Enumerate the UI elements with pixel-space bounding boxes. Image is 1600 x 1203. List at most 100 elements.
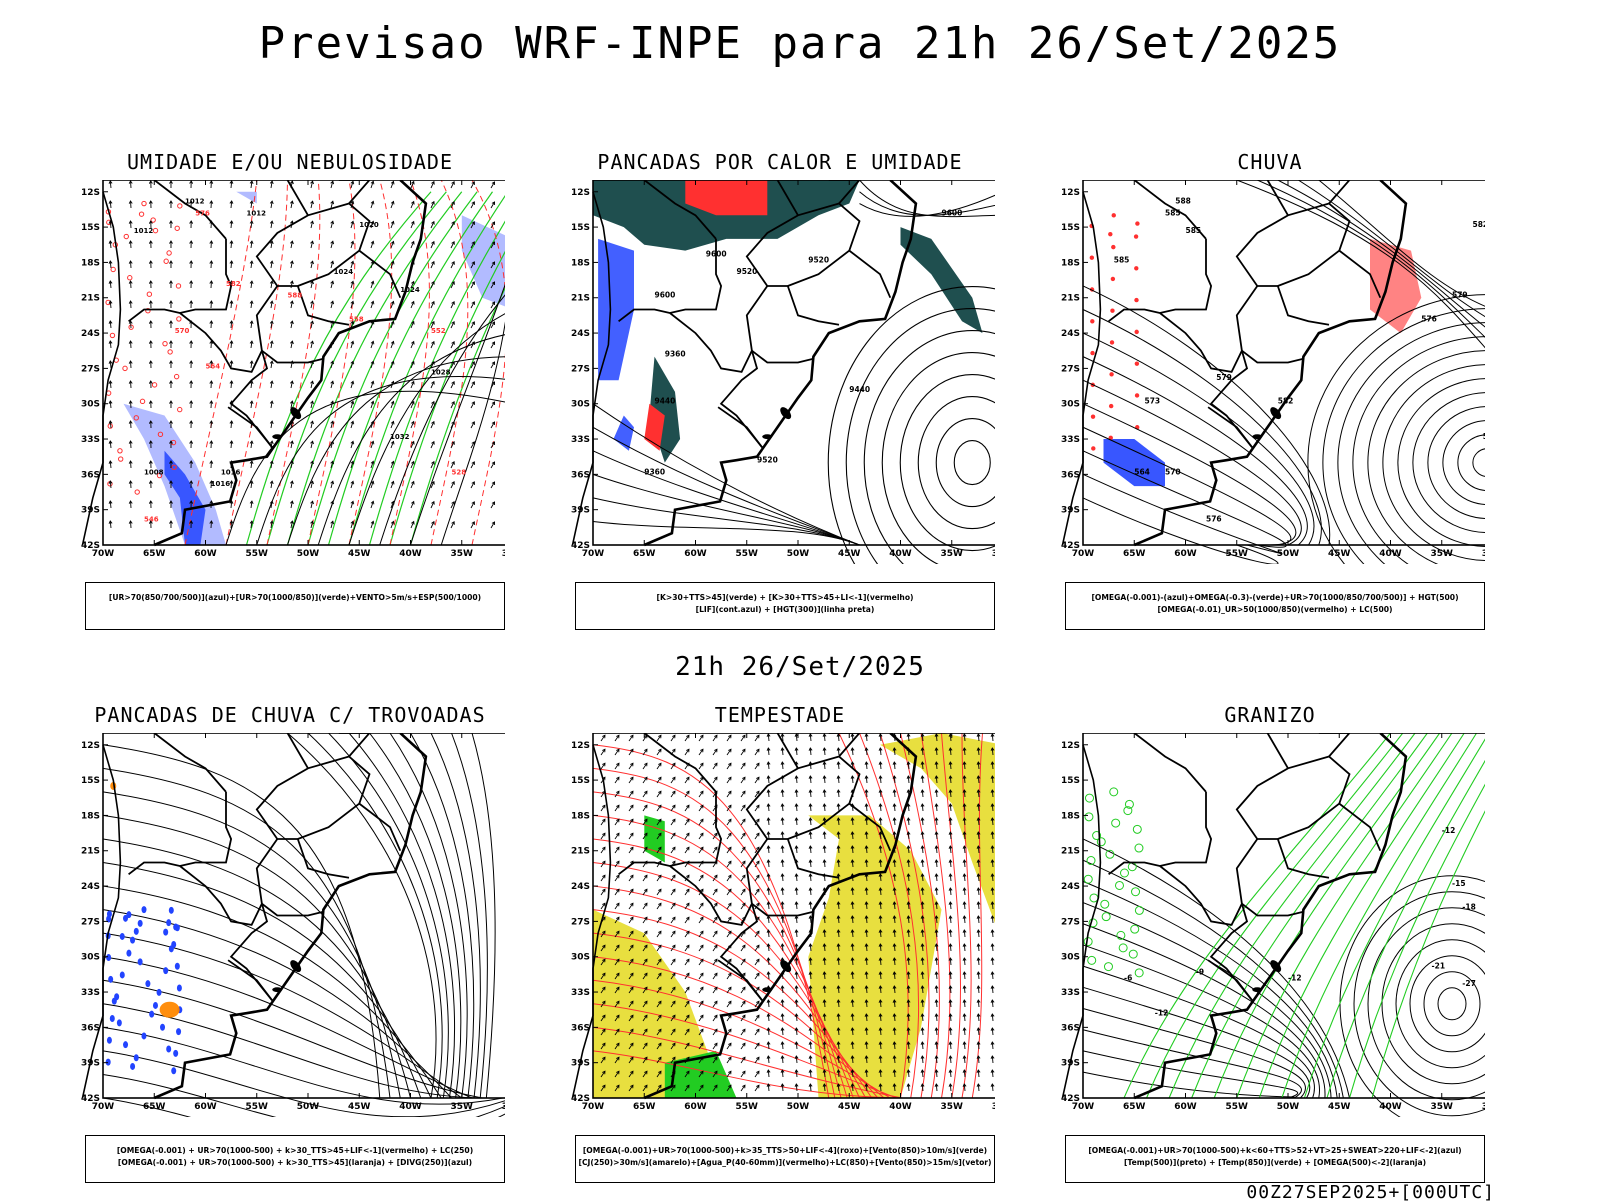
thunderstorm-area-orange	[160, 1002, 180, 1018]
contour-label: 1020	[359, 221, 379, 229]
contour-label: 1012	[185, 198, 205, 206]
rain-dot	[1109, 404, 1113, 408]
contour-label: 1032	[390, 433, 410, 441]
map-canvas: 9600960095209520960094409520936094409360…	[565, 180, 995, 564]
lat-tick-label: 27S	[81, 364, 100, 374]
lat-tick-label: 21S	[81, 294, 100, 304]
rain-dot	[1110, 308, 1114, 312]
legend-box: [UR>70(850/700/500)](azul)+[UR>70(1000/8…	[85, 582, 505, 630]
lon-tick-label: 35W	[1431, 1102, 1454, 1112]
contour-label: -12	[1442, 826, 1456, 835]
contour-label: 1008	[144, 468, 164, 476]
contour-label: 576	[1421, 314, 1437, 323]
divergence-dot	[134, 928, 139, 935]
legend-box: [OMEGA(-0.001) + UR>70(1000-500) + k>30_…	[85, 1135, 505, 1183]
lat-tick-label: 18S	[81, 258, 100, 268]
contour-label: 9440	[849, 385, 870, 394]
lon-tick-label: 40W	[1379, 1102, 1402, 1112]
lon-tick-label: 30W	[992, 1102, 995, 1112]
lon-tick-label: 65W	[1123, 549, 1146, 559]
contour-label: 582	[1473, 220, 1486, 229]
divergence-dot	[145, 980, 150, 987]
lon-tick-label: 30W	[992, 549, 995, 559]
lat-tick-label: 33S	[81, 435, 100, 445]
lat-tick-label: 36S	[81, 1023, 100, 1033]
lon-tick-label: 55W	[246, 1102, 269, 1112]
lat-tick-label: 30S	[1061, 953, 1080, 963]
lat-tick-label: 24S	[571, 329, 590, 339]
contour-label: 588	[288, 292, 303, 300]
lon-tick-label: 45W	[1328, 1102, 1351, 1112]
lon-tick-label: 70W	[582, 549, 605, 559]
lon-tick-label: 45W	[838, 549, 861, 559]
divergence-dot	[130, 937, 135, 944]
lat-tick-label: 24S	[1061, 329, 1080, 339]
rain-dot	[1135, 361, 1139, 365]
lon-tick-label: 30W	[1482, 1102, 1485, 1112]
legend-line: [OMEGA(-0.001)-(azul)+OMEGA(-0.3)-(verde…	[1066, 592, 1484, 604]
legend-box: [K>30+TTS>45](verde) + [K>30+TTS>45+LI<-…	[575, 582, 995, 630]
contour-label: 9520	[808, 255, 829, 264]
rain-dot	[1134, 234, 1138, 238]
lon-tick-label: 70W	[582, 1102, 605, 1112]
lon-tick-label: 40W	[399, 549, 422, 559]
contour-label: 546	[144, 515, 159, 523]
map-canvas: -12-15-18-21-27-30-12-12-9-612S15S18S21S…	[1055, 733, 1485, 1117]
divergence-dot	[142, 906, 147, 913]
divergence-dot	[163, 967, 168, 974]
legend-box: [OMEGA(-0.001)-(azul)+OMEGA(-0.3)-(verde…	[1065, 582, 1485, 630]
rain-dot	[1111, 245, 1115, 249]
rain-dot	[1134, 330, 1138, 334]
lat-tick-label: 39S	[81, 506, 100, 516]
rain-dot	[1135, 221, 1139, 225]
contour-label: 585	[1186, 226, 1202, 235]
lat-tick-label: 21S	[1061, 847, 1080, 857]
lat-tick-label: 36S	[81, 470, 100, 480]
contour-label: 1016	[221, 468, 241, 476]
lat-tick-label: 18S	[1061, 258, 1080, 268]
panel-chuva: CHUVA 5855855855825795765825795765735705…	[1055, 150, 1485, 640]
panel-title: TEMPESTADE	[565, 703, 995, 727]
divergence-dot	[110, 1015, 115, 1022]
lat-tick-label: 18S	[1061, 811, 1080, 821]
contour-label: 585	[1165, 208, 1181, 217]
contour-label: -27	[1462, 979, 1476, 988]
lon-tick-label: 50W	[1277, 549, 1300, 559]
rain-dot	[1090, 351, 1094, 355]
map-canvas: 1012101210121020102410241028103210161016…	[75, 180, 505, 564]
divergence-dot	[106, 1059, 111, 1066]
lat-tick-label: 12S	[81, 741, 100, 751]
lon-tick-label: 65W	[633, 549, 656, 559]
divergence-dot	[120, 933, 125, 940]
lat-tick-label: 18S	[81, 811, 100, 821]
lat-tick-label: 12S	[1061, 741, 1080, 751]
panel-granizo: GRANIZO -12-15-18-21-27-30-12-12-9-612S1…	[1055, 703, 1485, 1193]
lat-tick-label: 36S	[1061, 1023, 1080, 1033]
contour-label: 528	[452, 468, 467, 476]
lat-tick-label: 12S	[571, 188, 590, 198]
divergence-dot	[177, 985, 182, 992]
contour-label: 564	[206, 362, 221, 370]
lon-tick-label: 50W	[1277, 1102, 1300, 1112]
contour-label: 582	[1278, 397, 1294, 406]
panel-title: PANCADAS DE CHUVA C/ TROVOADAS	[75, 703, 505, 727]
contour-label: 582	[226, 280, 241, 288]
rain-dot	[1091, 414, 1095, 418]
lat-tick-label: 24S	[1061, 882, 1080, 892]
lat-tick-label: 15S	[81, 776, 100, 786]
rain-dot	[1091, 446, 1095, 450]
lon-tick-label: 65W	[1123, 1102, 1146, 1112]
lon-tick-label: 60W	[194, 549, 217, 559]
map-chuva: 5855855855825795765825795765735705645525…	[1055, 180, 1485, 564]
rain-dot	[1135, 393, 1139, 397]
contour-label: 9520	[757, 456, 778, 465]
lat-tick-label: 18S	[571, 258, 590, 268]
lat-tick-label: 21S	[1061, 294, 1080, 304]
lat-tick-label: 24S	[81, 329, 100, 339]
panel-title: GRANIZO	[1055, 703, 1485, 727]
rain-dot	[1134, 266, 1138, 270]
lon-tick-label: 70W	[92, 1102, 115, 1112]
map-canvas: 5855855855825795765825795765735705645525…	[1055, 180, 1485, 564]
lat-tick-label: 30S	[81, 953, 100, 963]
contour-label: 588	[1175, 197, 1191, 206]
